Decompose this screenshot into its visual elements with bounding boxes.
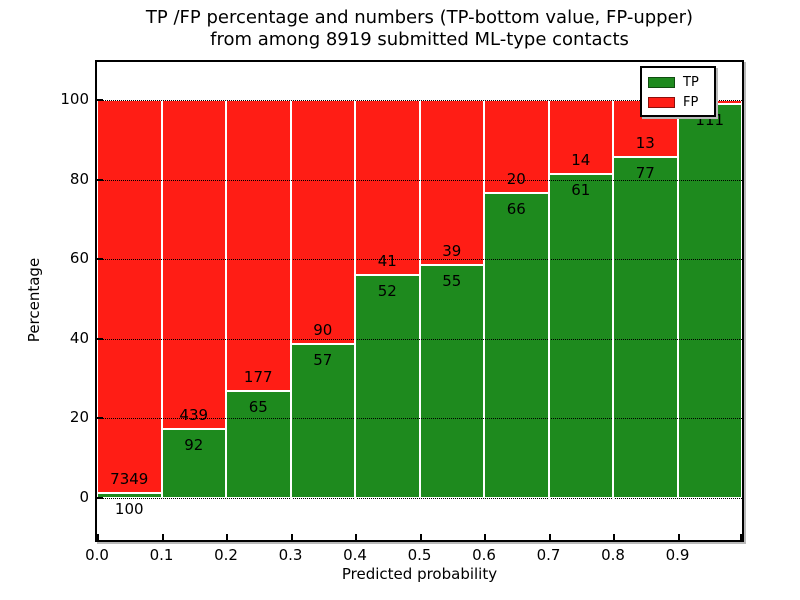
x-tick-3 [290, 534, 293, 540]
x-tick-label-0.5: 0.5 [407, 546, 432, 564]
chart-title: TP /FP percentage and numbers (TP-bottom… [95, 7, 744, 51]
x-tick-label-0.7: 0.7 [536, 546, 561, 564]
x-tick-6 [484, 534, 486, 540]
y-tick-label-80: 80 [69, 169, 89, 188]
bar-count-label-tp-2: 65 [248, 398, 268, 417]
bar-segment-tp-6 [484, 192, 549, 498]
legend-swatch-fp [648, 96, 675, 108]
legend-swatch-tp [648, 76, 675, 88]
bar-segment-fp-3 [290, 100, 355, 344]
bar-count-label-fp-2: 177 [243, 368, 273, 387]
bar-count-label-tp-7: 61 [571, 181, 591, 200]
x-tick-2 [226, 534, 228, 540]
x-axis-label: Predicted probability [341, 565, 498, 583]
x-tick-0 [97, 534, 99, 540]
bar-count-label-tp-1: 92 [184, 436, 204, 455]
x-tick-label-0.0: 0.0 [85, 546, 109, 564]
y-tick-0 [97, 497, 103, 499]
bar-count-label-fp-8: 13 [635, 134, 655, 153]
bar-segment-tp-7 [548, 174, 613, 498]
gridline-v-1 [161, 62, 163, 540]
legend-label-fp: FP [683, 94, 699, 110]
bar-count-label-fp-6: 20 [506, 169, 526, 188]
x-tick-label-0.6: 0.6 [472, 546, 496, 564]
y-tick-label-20: 20 [69, 408, 89, 427]
x-tick-5 [419, 534, 422, 540]
x-tick-label-0.8: 0.8 [601, 546, 625, 564]
x-tick-label-0.4: 0.4 [343, 546, 367, 564]
bar-segment-fp-4 [355, 100, 420, 276]
y-tick-100 [97, 99, 103, 101]
bar-segment-fp-0 [97, 100, 162, 493]
x-tick-label-0.3: 0.3 [278, 546, 303, 564]
y-tick-label-100: 100 [60, 90, 89, 108]
bar-count-label-fp-7: 14 [571, 151, 591, 170]
gridline-v-8 [613, 62, 614, 540]
bar-segment-tp-4 [355, 275, 420, 498]
bar-segment-fp-6 [484, 100, 549, 193]
bar-segment-tp-5 [419, 265, 484, 498]
bar-count-label-fp-3: 90 [313, 320, 333, 339]
bar-count-label-fp-1: 439 [179, 406, 209, 425]
gridline-v-6 [484, 62, 485, 540]
plot-area: 7349 100 439 92 177 65 90 57 41 52 39 55 20 66 14 61 13 7… [97, 62, 742, 540]
chart-title-line2: from among 8919 submitted ML-type contac… [210, 29, 629, 50]
bar-count-label-tp-0: 100 [114, 499, 144, 518]
bar-count-label-fp-4: 41 [377, 252, 397, 271]
bar-count-label-tp-8: 77 [635, 164, 655, 183]
bar-segment-fp-5 [419, 100, 484, 266]
y-tick-40 [97, 337, 103, 340]
bar-segment-tp-8 [613, 157, 678, 498]
bar-count-label-tp-5: 55 [442, 272, 462, 291]
legend: TP FP [640, 66, 716, 117]
y-tick-80 [97, 178, 103, 181]
bar-count-label-fp-0: 7349 [110, 469, 149, 488]
x-tick-10 [740, 534, 742, 540]
x-tick-label-0.2: 0.2 [214, 546, 238, 564]
bar-count-label-fp-5: 39 [442, 242, 462, 261]
legend-item-tp: TP [648, 72, 712, 92]
legend-item-fp: FP [648, 92, 712, 112]
x-tick-9 [677, 534, 680, 540]
gridline-v-5 [419, 62, 421, 540]
chart-title-line1: TP /FP percentage and numbers (TP-bottom… [145, 7, 694, 28]
bar-count-label-tp-4: 52 [377, 282, 397, 301]
plot-frame: 7349 100 439 92 177 65 90 57 41 52 39 55 20 66 14 61 13 7… [95, 60, 744, 542]
gridline-v-9 [677, 62, 679, 540]
x-tick-label-0.9: 0.9 [665, 546, 690, 564]
y-tick-label-0: 0 [79, 488, 89, 506]
bar-segment-tp-9 [677, 103, 742, 498]
x-tick-8 [613, 534, 615, 540]
bar-count-label-tp-6: 66 [506, 199, 526, 218]
gridline-v-2 [226, 62, 227, 540]
gridline-v-4 [355, 62, 356, 540]
gridline-v-3 [290, 62, 292, 540]
gridline-v-7 [548, 62, 550, 540]
x-tick-1 [161, 534, 164, 540]
x-tick-7 [548, 534, 551, 540]
legend-label-tp: TP [683, 74, 699, 90]
x-tick-label-0.1: 0.1 [149, 546, 174, 564]
y-tick-60 [97, 258, 103, 261]
bar-segment-tp-3 [290, 343, 355, 498]
bar-segment-fp-2 [226, 100, 291, 392]
y-tick-label-60: 60 [69, 249, 89, 268]
bar-segment-tp-0 [97, 492, 162, 498]
bar-segment-fp-1 [161, 100, 226, 430]
y-tick-label-40: 40 [69, 328, 89, 347]
y-tick-20 [97, 417, 103, 420]
bar-count-label-tp-3: 57 [313, 350, 333, 369]
x-tick-4 [355, 534, 357, 540]
bar-segment-tp-1 [161, 429, 226, 498]
